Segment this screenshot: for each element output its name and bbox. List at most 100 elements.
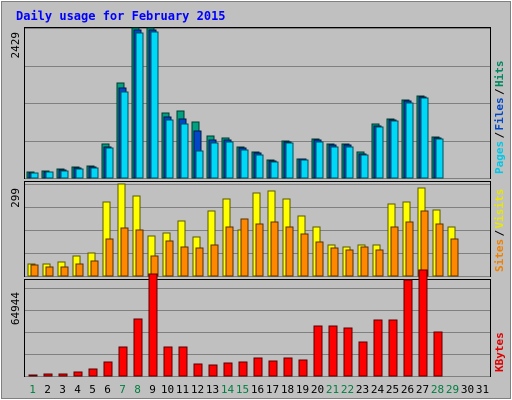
bar-sites-day-2 [45, 266, 54, 277]
legend-visits: Visits [493, 189, 506, 229]
bar-kbytes-day-15 [238, 361, 248, 377]
bar-pages-day-13 [210, 142, 219, 179]
legend-sites: Sites [493, 239, 506, 272]
x-tick-label-26: 26 [401, 383, 414, 396]
x-tick-label-27: 27 [416, 383, 429, 396]
bar-pages-day-24 [375, 126, 384, 179]
bar-sites-day-10 [165, 240, 174, 277]
bar-kbytes-day-27 [418, 269, 428, 377]
bar-kbytes-day-10 [163, 346, 173, 377]
bar-pages-day-1 [30, 172, 39, 179]
bar-kbytes-day-16 [253, 357, 263, 377]
x-tick-label-23: 23 [356, 383, 369, 396]
bar-kbytes-day-28 [433, 331, 443, 377]
bar-kbytes-day-5 [88, 368, 98, 377]
legend-separator: / [493, 230, 506, 237]
bar-kbytes-day-12 [193, 363, 203, 377]
y-max-label-mid: 299 [9, 188, 22, 208]
bar-pages-day-25 [390, 120, 399, 179]
legend-pages: Pages [493, 141, 506, 174]
x-tick-label-12: 12 [191, 383, 204, 396]
x-tick-label-8: 8 [134, 383, 141, 396]
bar-kbytes-day-22 [343, 327, 353, 377]
bar-pages-day-14 [225, 141, 234, 179]
x-tick-label-15: 15 [236, 383, 249, 396]
x-tick-label-14: 14 [221, 383, 235, 396]
legend-separator: / [493, 88, 506, 95]
bar-sites-day-3 [60, 266, 69, 277]
x-tick-label-7: 7 [119, 383, 126, 396]
bar-kbytes-day-17 [268, 360, 278, 377]
bar-pages-day-17 [270, 161, 279, 179]
bar-kbytes-day-18 [283, 357, 293, 377]
bar-sites-day-17 [270, 221, 279, 277]
bar-kbytes-day-21 [328, 325, 338, 377]
x-tick-label-6: 6 [104, 383, 111, 396]
bar-kbytes-day-11 [178, 346, 188, 377]
bar-sites-day-7 [120, 227, 129, 277]
y-max-label-bot: 64944 [9, 292, 22, 325]
bar-pages-day-5 [90, 167, 99, 179]
bar-pages-day-22 [345, 146, 354, 179]
x-tick-label-13: 13 [206, 383, 219, 396]
x-tick-label-18: 18 [281, 383, 294, 396]
bar-pages-day-3 [60, 170, 69, 179]
bar-sites-day-22 [345, 249, 354, 277]
bar-sites-day-9 [150, 255, 159, 277]
x-tick-label-16: 16 [251, 383, 264, 396]
x-tick-label-20: 20 [311, 383, 324, 396]
bar-sites-day-26 [405, 221, 414, 277]
bar-pages-day-8 [135, 32, 144, 179]
bar-kbytes-day-25 [388, 319, 398, 377]
x-tick-label-28: 28 [431, 383, 444, 396]
bar-kbytes-day-14 [223, 362, 233, 377]
bar-pages-day-11 [180, 123, 189, 179]
bar-sites-day-20 [315, 241, 324, 277]
legend-kbytes: KBytes [493, 332, 506, 372]
bar-sites-day-23 [360, 246, 369, 277]
bar-sites-day-15 [240, 218, 249, 277]
bar-kbytes-day-13 [208, 364, 218, 377]
x-tick-label-29: 29 [446, 383, 459, 396]
x-tick-label-31: 31 [476, 383, 489, 396]
bar-kbytes-day-24 [373, 319, 383, 377]
x-tick-label-11: 11 [176, 383, 189, 396]
bar-kbytes-day-9 [148, 273, 158, 377]
bar-pages-day-2 [45, 171, 54, 179]
x-tick-label-5: 5 [89, 383, 96, 396]
bar-pages-day-16 [255, 154, 264, 179]
x-tick-label-9: 9 [149, 383, 156, 396]
bar-sites-day-25 [390, 226, 399, 277]
bar-kbytes-day-23 [358, 341, 368, 377]
x-tick-label-30: 30 [461, 383, 474, 396]
x-tick-label-2: 2 [44, 383, 51, 396]
bar-kbytes-day-7 [118, 346, 128, 377]
bar-pages-day-7 [120, 91, 129, 179]
bar-kbytes-day-4 [73, 371, 83, 377]
bar-pages-day-23 [360, 154, 369, 179]
bar-pages-day-12 [195, 150, 204, 179]
bar-kbytes-day-19 [298, 359, 308, 377]
bar-sites-day-5 [90, 260, 99, 277]
bar-sites-day-1 [30, 264, 39, 277]
bar-sites-day-29 [450, 238, 459, 277]
x-tick-label-1: 1 [29, 383, 36, 396]
bar-pages-day-18 [285, 142, 294, 179]
bar-sites-day-8 [135, 229, 144, 277]
chart-title: Daily usage for February 2015 [16, 9, 226, 23]
x-tick-label-24: 24 [371, 383, 385, 396]
legend-hits: Hits [493, 61, 506, 88]
bar-kbytes-day-3 [58, 373, 68, 377]
bar-sites-day-24 [375, 249, 384, 277]
bar-sites-day-11 [180, 246, 189, 277]
bar-pages-day-9 [150, 31, 159, 179]
x-tick-label-22: 22 [341, 383, 354, 396]
bar-pages-day-6 [105, 147, 114, 179]
bar-pages-day-26 [405, 102, 414, 179]
bar-sites-day-12 [195, 247, 204, 277]
bar-kbytes-day-1 [28, 374, 38, 377]
bar-sites-day-18 [285, 226, 294, 277]
bar-sites-day-16 [255, 223, 264, 277]
